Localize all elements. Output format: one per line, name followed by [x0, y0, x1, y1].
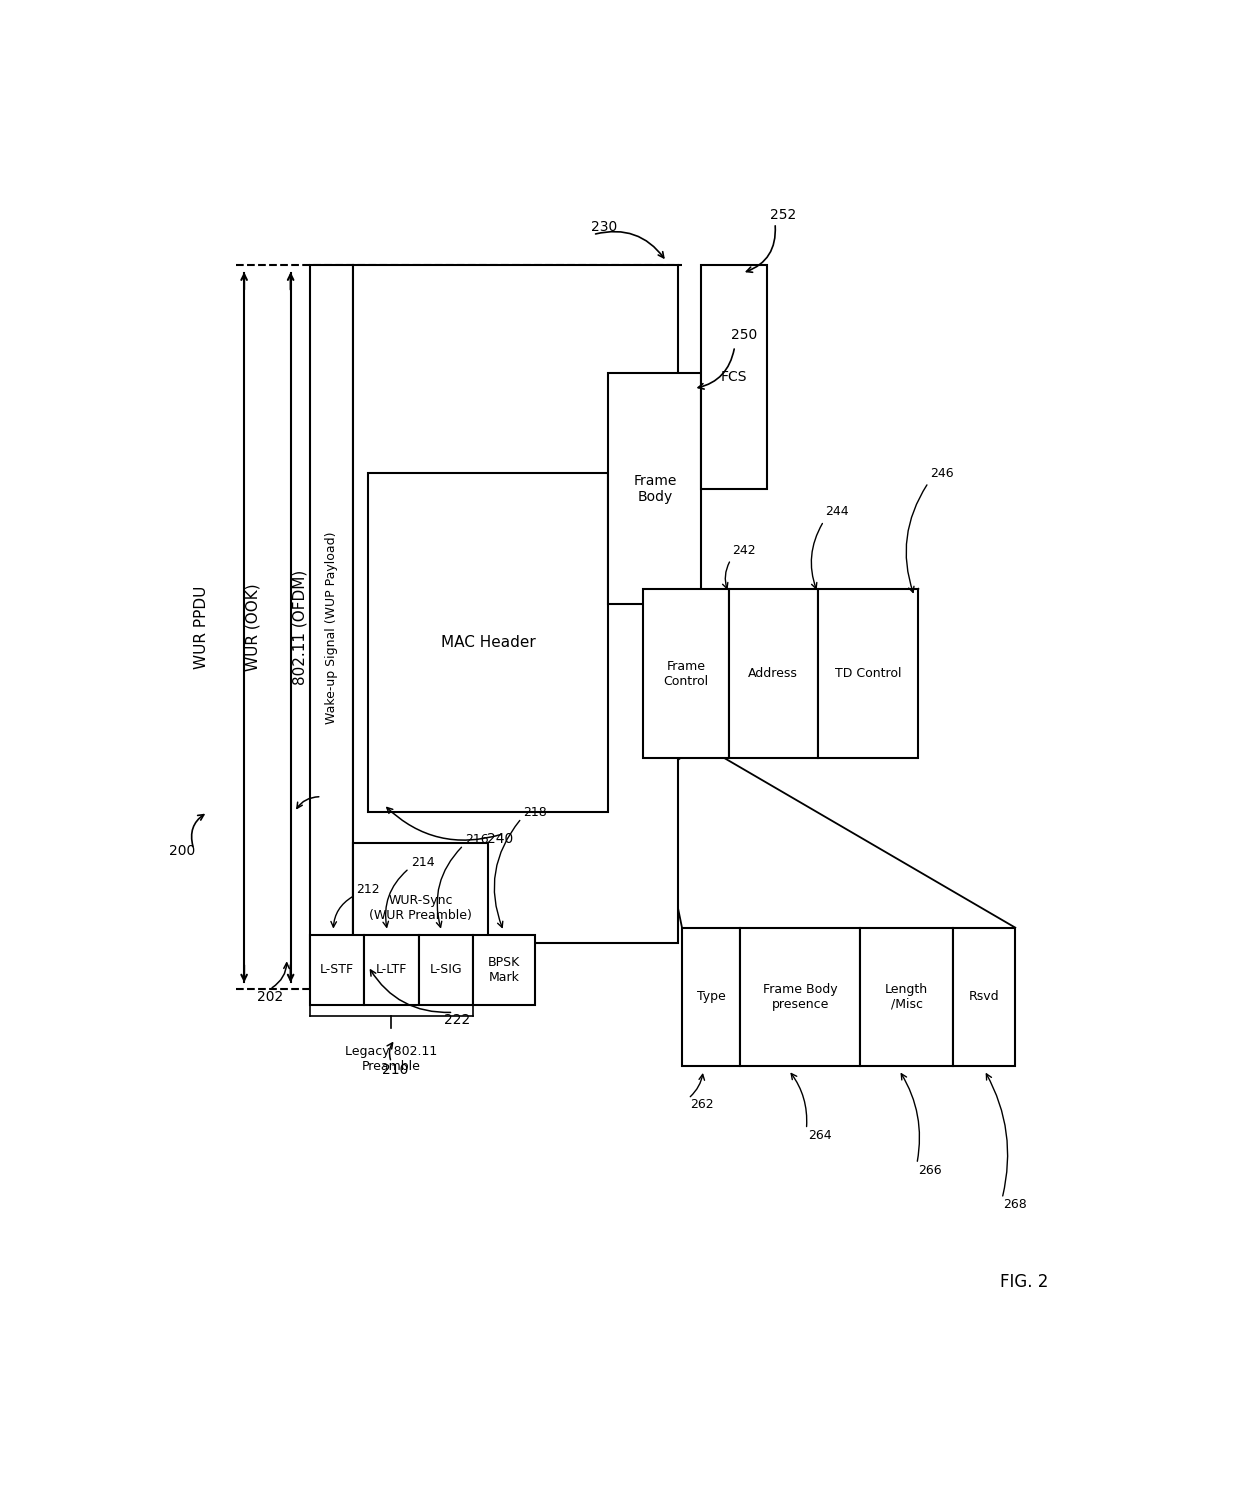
Text: 210: 210 [382, 1063, 408, 1077]
Text: L-SIG: L-SIG [429, 964, 463, 976]
Text: 230: 230 [591, 220, 618, 233]
Bar [368, 473, 609, 812]
Text: Legacy 802.11
Preamble: Legacy 802.11 Preamble [345, 1045, 438, 1072]
Text: Frame Body
presence: Frame Body presence [763, 983, 837, 1011]
Text: BPSK
Mark: BPSK Mark [487, 956, 520, 983]
Text: 212: 212 [357, 883, 381, 896]
Text: 802.11 (OFDM): 802.11 (OFDM) [293, 569, 308, 685]
Text: FCS: FCS [722, 370, 748, 384]
Text: WUR-Sync
(WUR Preamble): WUR-Sync (WUR Preamble) [370, 895, 472, 922]
Text: Type: Type [697, 991, 725, 1003]
Bar [954, 928, 1016, 1066]
Text: 262: 262 [689, 1098, 713, 1111]
Bar [472, 935, 534, 1005]
Text: WUR PPDU: WUR PPDU [193, 586, 210, 669]
Bar [682, 928, 740, 1066]
Text: WUR (OOK): WUR (OOK) [246, 583, 260, 672]
Text: 218: 218 [523, 806, 547, 819]
Text: 242: 242 [733, 544, 756, 557]
Bar [310, 265, 352, 989]
Text: TD Control: TD Control [835, 667, 901, 681]
Bar [861, 928, 954, 1066]
Text: 264: 264 [808, 1130, 832, 1142]
Bar [817, 589, 919, 758]
Bar [729, 589, 817, 758]
Text: MAC Header: MAC Header [441, 636, 536, 651]
Bar [352, 843, 489, 974]
Bar [740, 928, 861, 1066]
Bar [365, 935, 419, 1005]
Text: 216: 216 [465, 833, 489, 845]
Text: 200: 200 [169, 843, 195, 857]
Text: 240: 240 [487, 833, 513, 846]
Text: Frame
Control: Frame Control [663, 660, 708, 688]
Text: 222: 222 [444, 1014, 470, 1027]
Text: 252: 252 [770, 208, 796, 223]
Text: Address: Address [748, 667, 799, 681]
Text: L-LTF: L-LTF [376, 964, 407, 976]
Text: 244: 244 [826, 506, 849, 518]
Text: 220: 220 [312, 786, 339, 800]
Text: Frame
Body: Frame Body [634, 473, 677, 505]
Text: FIG. 2: FIG. 2 [999, 1273, 1048, 1291]
Text: 214: 214 [410, 855, 434, 869]
Bar [644, 589, 729, 758]
Text: 268: 268 [1003, 1199, 1028, 1211]
Bar [419, 935, 472, 1005]
Bar [609, 373, 702, 604]
Text: Length
/Misc: Length /Misc [885, 983, 929, 1011]
Text: WUR-Data (WUR Frame): WUR-Data (WUR Frame) [508, 520, 522, 688]
Text: Wake-up Signal (WUP Payload): Wake-up Signal (WUP Payload) [325, 532, 337, 723]
Text: 250: 250 [730, 328, 758, 342]
Text: 266: 266 [919, 1164, 942, 1176]
Bar [310, 935, 365, 1005]
Bar [702, 265, 768, 489]
Text: Rsvd: Rsvd [968, 991, 999, 1003]
Text: L-STF: L-STF [320, 964, 355, 976]
Bar [352, 265, 678, 943]
Text: 202: 202 [257, 989, 283, 1005]
Text: 246: 246 [930, 467, 954, 480]
